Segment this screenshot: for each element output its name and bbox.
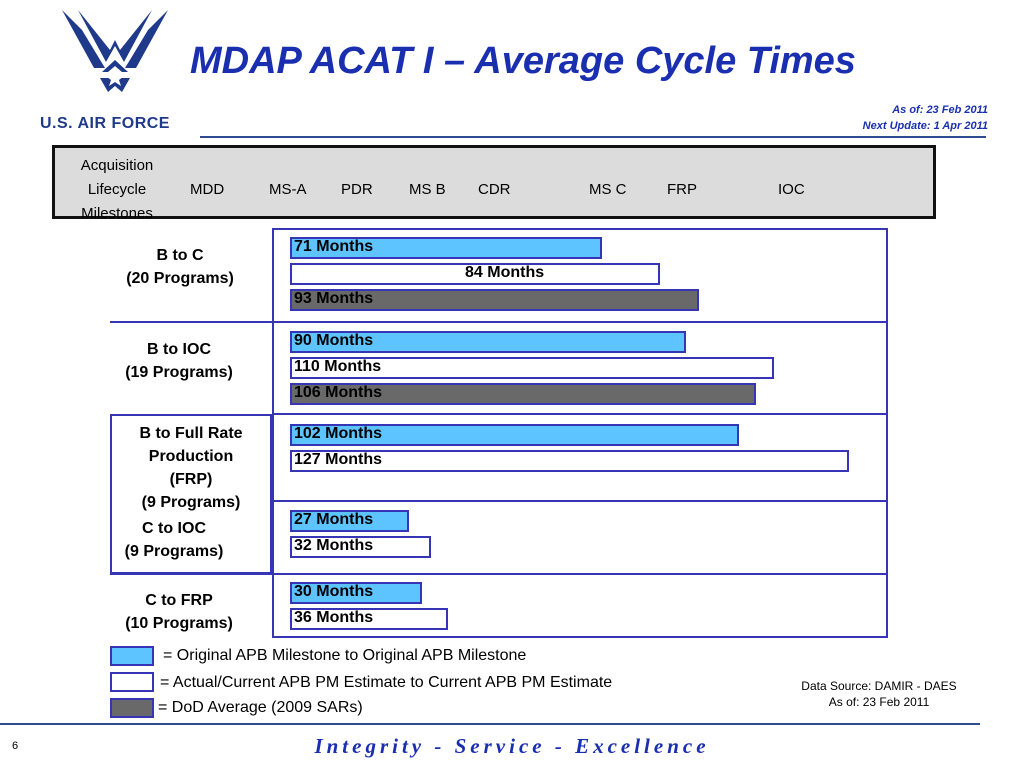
group-label-line: (19 Programs) [125,364,233,381]
chart-panel [272,228,888,638]
legend-swatch-original [110,646,154,666]
bar-value-label: 30 Months [294,583,374,600]
milestones-heading-line: Acquisition [80,157,154,174]
group-label-line: B to IOC [147,341,211,358]
group-label-line: B to C [156,247,204,264]
group-divider [110,321,888,323]
group-label-line: (20 Programs) [126,270,234,287]
bar-actual [290,450,849,472]
page-number: 6 [12,740,19,752]
bar-value-label: 84 Months [465,264,545,281]
next-update-date: Next Update: 1 Apr 2011 [862,120,988,132]
bar-dod [290,289,699,311]
group-label-line: (9 Programs) [141,494,241,511]
milestone-ms-c: MS C [589,181,627,198]
bar-value-label: 90 Months [294,332,374,349]
milestone-pdr: PDR [341,181,373,198]
bar-original [290,424,739,446]
group-divider [110,573,888,575]
data-source-date: As of: 23 Feb 2011 [828,695,930,709]
milestones-heading-line: Milestones [81,205,153,222]
bar-value-label: 106 Months [294,384,383,401]
bar-dod [290,383,756,405]
legend-text-original: = Original APB Milestone to Original APB… [163,647,527,664]
milestone-frp: FRP [667,181,697,198]
group-label-c-to-frp: C to FRP (10 Programs) [108,589,250,635]
group-label-line: (FRP) [169,471,213,488]
bar-value-label: 32 Months [294,537,374,554]
milestone-mdd: MDD [190,181,225,198]
bar-value-label: 36 Months [294,609,374,626]
bar-value-label: 71 Months [294,238,374,255]
bar-value-label: 102 Months [294,425,383,442]
bar-original [290,331,686,353]
bar-value-label: 27 Months [294,511,374,528]
header-divider [200,136,986,138]
milestones-heading-line: Lifecycle [87,181,147,198]
milestone-ioc: IOC [778,181,805,198]
group-label-line: C to FRP [145,592,213,609]
group-label-c-to-ioc: C to IOC (9 Programs) [104,517,244,563]
group-label-b-to-c: B to C (20 Programs) [110,244,250,290]
milestones-heading: Acquisition Lifecycle Milestones [67,154,167,226]
bar-actual [290,357,774,379]
group-divider [272,500,888,502]
milestone-ms-b: MS B [409,181,446,198]
group-label-line: (10 Programs) [125,615,233,632]
bar-actual [290,608,448,630]
bar-value-label: 93 Months [294,290,374,307]
footer-motto: Integrity - Service - Excellence [314,734,710,758]
page-title: MDAP ACAT I – Average Cycle Times [190,40,856,82]
bar-actual [290,536,431,558]
data-source-note: Data Source: DAMIR - DAES As of: 23 Feb … [775,678,983,710]
frp-group-label-box [110,414,272,574]
data-source-line: Data Source: DAMIR - DAES [801,679,957,693]
bar-original [290,237,602,259]
group-label-line: B to Full Rate [139,425,243,442]
legend-text-actual: = Actual/Current APB PM Estimate to Curr… [160,674,613,691]
brand-wordmark: U.S. AIR FORCE [40,115,170,132]
group-label-line: (9 Programs) [124,543,224,560]
as-of-date: As of: 23 Feb 2011 [892,104,988,116]
milestone-ms-a: MS-A [269,181,307,198]
milestones-strip: Acquisition Lifecycle Milestones MDD MS-… [52,145,936,222]
milestone-cdr: CDR [478,181,511,198]
bar-value-label: 127 Months [294,451,383,468]
group-label-b-to-ioc: B to IOC (19 Programs) [108,338,250,384]
air-force-logo-icon [62,10,168,92]
legend-swatch-dod [110,698,154,718]
legend-text-dod: = DoD Average (2009 SARs) [158,699,363,716]
bar-value-label: 110 Months [294,358,382,375]
bar-actual [290,263,660,285]
group-label-b-to-frp: B to Full Rate Production (FRP) (9 Progr… [118,422,264,514]
legend-swatch-actual [110,672,154,692]
group-divider [272,413,888,415]
group-label-line: Production [148,448,234,465]
bar-original [290,582,422,604]
bar-original [290,510,409,532]
footer-divider [0,723,980,725]
group-label-line: C to IOC [142,520,206,537]
